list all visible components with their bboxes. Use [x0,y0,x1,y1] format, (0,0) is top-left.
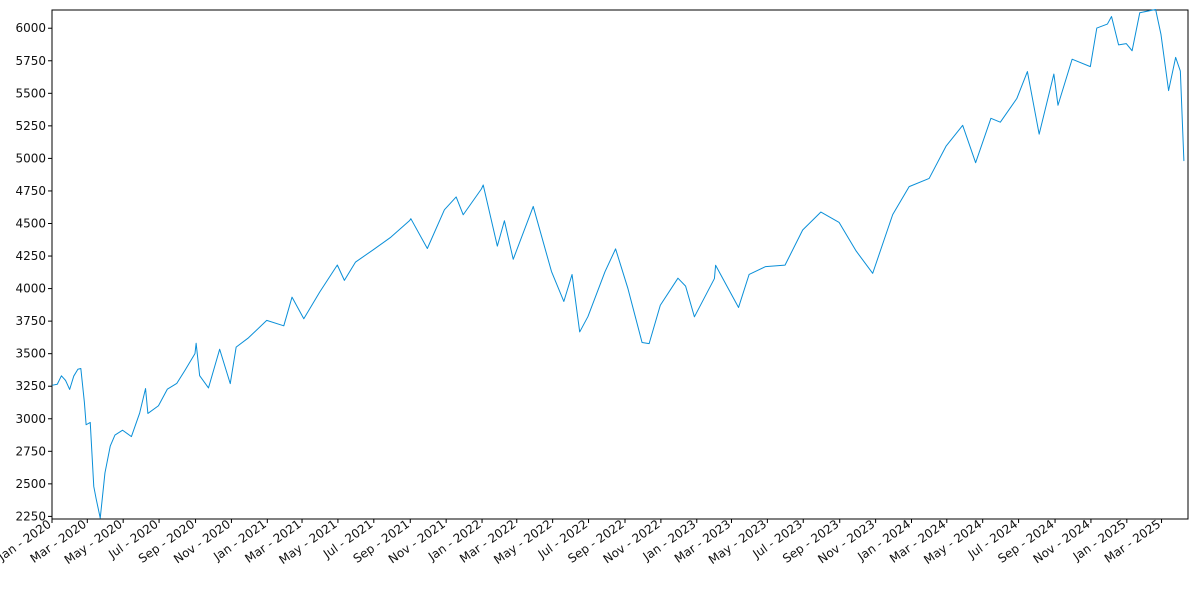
y-tick-label: 2500 [15,477,46,491]
y-tick-label: 5250 [15,119,46,133]
chart-axes [51,9,1189,520]
y-tick-label: 4000 [15,282,46,296]
plot-frame [51,9,1189,520]
y-tick-label: 6000 [15,21,46,35]
series-layer [52,8,1185,519]
y-tick-label: 5000 [15,151,46,165]
y-tick-label: 2750 [15,444,46,458]
price-series-line [52,8,1185,519]
y-tick-label: 3000 [15,412,46,426]
y-tick-label: 2250 [15,509,46,523]
y-tick-label: 4750 [15,184,46,198]
y-tick-label: 3750 [15,314,46,328]
y-tick-label: 5750 [15,54,46,68]
y-tick-label: 5500 [15,86,46,100]
y-tick-label: 4500 [15,216,46,230]
y-tick-label: 3250 [15,379,46,393]
y-tick-label: 4250 [15,249,46,263]
y-tick-label: 3500 [15,347,46,361]
y-axis-ticks: 2250 2500 2750 3000 3250 3500 3750 4000 4250 4500… [15,21,52,523]
